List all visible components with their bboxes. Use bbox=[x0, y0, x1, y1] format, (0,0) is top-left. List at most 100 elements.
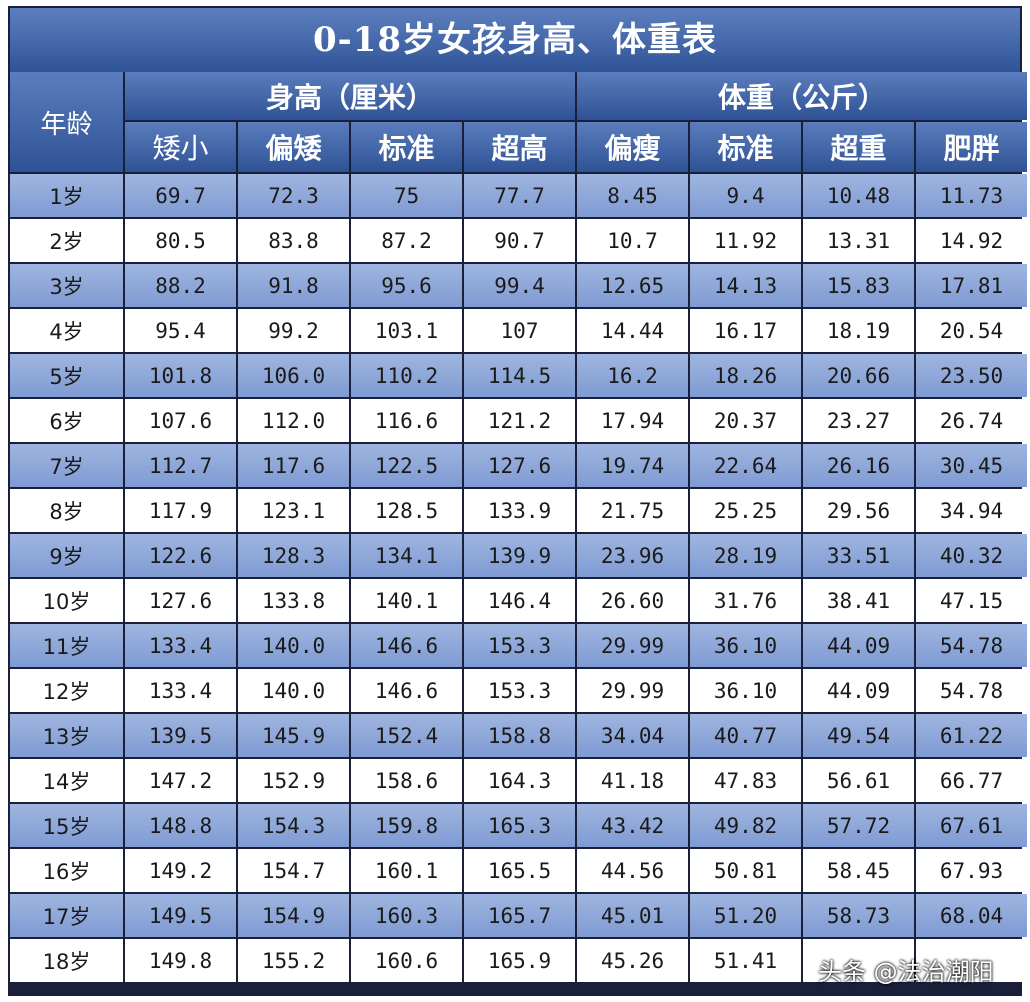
table-cell: 122.6 bbox=[125, 534, 236, 577]
table-cell: 139.5 bbox=[125, 714, 236, 757]
table-cell: 54.78 bbox=[916, 669, 1027, 712]
table-cell: 17.81 bbox=[916, 264, 1027, 307]
table-cell: 77.7 bbox=[464, 174, 575, 217]
table-cell: 29.99 bbox=[577, 624, 688, 667]
table-cell: 67.61 bbox=[916, 804, 1027, 847]
table-cell: 28.19 bbox=[690, 534, 801, 577]
table-cell: 101.8 bbox=[125, 354, 236, 397]
header-weight-obese: 肥胖 bbox=[916, 122, 1027, 172]
age-cell: 2岁 bbox=[10, 219, 123, 262]
table-cell: 20.37 bbox=[690, 399, 801, 442]
table-cell: 10.48 bbox=[803, 174, 914, 217]
table-cell: 21.75 bbox=[577, 489, 688, 532]
table-cell: 140.0 bbox=[238, 624, 349, 667]
table-cell: 154.9 bbox=[238, 894, 349, 937]
table-cell: 18.19 bbox=[803, 309, 914, 352]
header-height-tall: 超高 bbox=[464, 122, 575, 172]
table-cell: 54.78 bbox=[916, 624, 1027, 667]
table-cell: 47.83 bbox=[690, 759, 801, 802]
table-cell: 45.01 bbox=[577, 894, 688, 937]
table-cell: 158.6 bbox=[351, 759, 462, 802]
table-cell: 117.6 bbox=[238, 444, 349, 487]
table-cell: 146.6 bbox=[351, 669, 462, 712]
table-cell: 67.93 bbox=[916, 849, 1027, 892]
table-cell: 165.9 bbox=[464, 939, 575, 982]
table-cell: 116.6 bbox=[351, 399, 462, 442]
table-cell: 134.1 bbox=[351, 534, 462, 577]
table-cell: 26.74 bbox=[916, 399, 1027, 442]
table-cell: 160.1 bbox=[351, 849, 462, 892]
table-cell: 154.7 bbox=[238, 849, 349, 892]
table-cell: 117.9 bbox=[125, 489, 236, 532]
table-cell: 75 bbox=[351, 174, 462, 217]
table-cell: 40.32 bbox=[916, 534, 1027, 577]
table-cell: 45.26 bbox=[577, 939, 688, 982]
header-weight-group: 体重（公斤） bbox=[577, 72, 1027, 120]
table-cell: 149.2 bbox=[125, 849, 236, 892]
table-cell: 33.51 bbox=[803, 534, 914, 577]
age-cell: 3岁 bbox=[10, 264, 123, 307]
table-cell: 9.4 bbox=[690, 174, 801, 217]
age-cell: 6岁 bbox=[10, 399, 123, 442]
table-cell: 146.6 bbox=[351, 624, 462, 667]
table-cell: 56.61 bbox=[803, 759, 914, 802]
table-cell: 165.7 bbox=[464, 894, 575, 937]
table-cell: 19.74 bbox=[577, 444, 688, 487]
header-weight-thin: 偏瘦 bbox=[577, 122, 688, 172]
table-cell: 16.17 bbox=[690, 309, 801, 352]
table-cell: 146.4 bbox=[464, 579, 575, 622]
header-weight-standard: 标准 bbox=[690, 122, 801, 172]
table-cell: 128.5 bbox=[351, 489, 462, 532]
table-cell: 10.7 bbox=[577, 219, 688, 262]
table-cell: 17.94 bbox=[577, 399, 688, 442]
age-cell: 11岁 bbox=[10, 624, 123, 667]
table-title: 0-18岁女孩身高、体重表 bbox=[10, 8, 1020, 72]
table-cell: 152.9 bbox=[238, 759, 349, 802]
growth-table: 0-18岁女孩身高、体重表 年龄 身高（厘米） 体重（公斤） 矮小 偏矮 标准 … bbox=[8, 6, 1027, 996]
table-cell: 25.25 bbox=[690, 489, 801, 532]
table-cell: 40.77 bbox=[690, 714, 801, 757]
table-cell: 11.92 bbox=[690, 219, 801, 262]
table-cell: 149.8 bbox=[125, 939, 236, 982]
table-cell: 16.2 bbox=[577, 354, 688, 397]
table-cell: 112.0 bbox=[238, 399, 349, 442]
table-cell: 110.2 bbox=[351, 354, 462, 397]
age-cell: 1岁 bbox=[10, 174, 123, 217]
table-cell: 49.82 bbox=[690, 804, 801, 847]
table-cell: 11.73 bbox=[916, 174, 1027, 217]
table-cell: 44.56 bbox=[577, 849, 688, 892]
table-cell: 160.3 bbox=[351, 894, 462, 937]
table-cell: 145.9 bbox=[238, 714, 349, 757]
age-cell: 10岁 bbox=[10, 579, 123, 622]
table-cell: 99.4 bbox=[464, 264, 575, 307]
table-cell: 153.3 bbox=[464, 669, 575, 712]
table-cell: 23.50 bbox=[916, 354, 1027, 397]
age-cell: 15岁 bbox=[10, 804, 123, 847]
table-cell: 83.8 bbox=[238, 219, 349, 262]
table-cell: 38.41 bbox=[803, 579, 914, 622]
table-cell: 165.3 bbox=[464, 804, 575, 847]
table-cell: 152.4 bbox=[351, 714, 462, 757]
table-cell: 18.26 bbox=[690, 354, 801, 397]
table-cell: 44.09 bbox=[803, 624, 914, 667]
table-cell: 106.0 bbox=[238, 354, 349, 397]
table-cell: 139.9 bbox=[464, 534, 575, 577]
table-cell: 69.7 bbox=[125, 174, 236, 217]
table-cell: 49.54 bbox=[803, 714, 914, 757]
table-cell: 26.16 bbox=[803, 444, 914, 487]
table-cell: 160.6 bbox=[351, 939, 462, 982]
table-cell: 164.3 bbox=[464, 759, 575, 802]
header-height-group: 身高（厘米） bbox=[125, 72, 575, 120]
table-cell: 68.04 bbox=[916, 894, 1027, 937]
age-cell: 7岁 bbox=[10, 444, 123, 487]
table-cell: 153.3 bbox=[464, 624, 575, 667]
age-cell: 13岁 bbox=[10, 714, 123, 757]
table-cell: 36.10 bbox=[690, 669, 801, 712]
table-cell: 20.54 bbox=[916, 309, 1027, 352]
table-cell: 58.73 bbox=[803, 894, 914, 937]
table-cell: 140.1 bbox=[351, 579, 462, 622]
table-cell bbox=[803, 939, 914, 982]
table-cell: 99.2 bbox=[238, 309, 349, 352]
table-cell: 43.42 bbox=[577, 804, 688, 847]
table-cell: 36.10 bbox=[690, 624, 801, 667]
